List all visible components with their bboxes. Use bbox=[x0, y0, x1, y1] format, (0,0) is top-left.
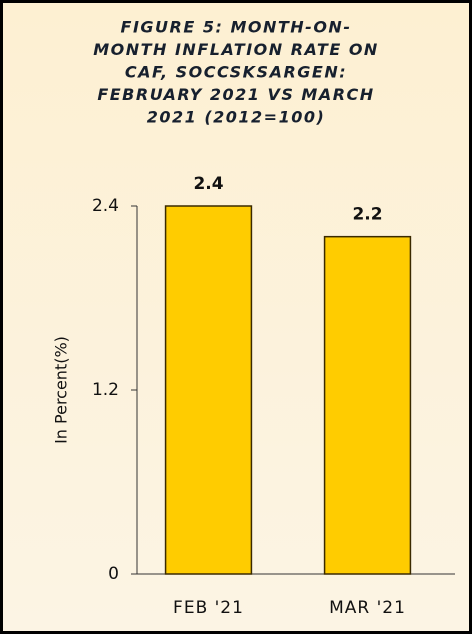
bar bbox=[164, 205, 253, 575]
bar bbox=[323, 235, 412, 575]
y-axis-label: In Percent(%) bbox=[52, 336, 71, 444]
chart-title: MONTH INFLATION RATE ON bbox=[93, 40, 379, 59]
x-tick-label: MAR '21 bbox=[329, 598, 406, 618]
y-tick-label: 0 bbox=[108, 564, 119, 584]
x-tick-label: FEB '21 bbox=[173, 598, 244, 618]
value-label: 2.2 bbox=[352, 205, 382, 225]
chart-title: CAF, SOCCSKSARGEN: bbox=[125, 63, 347, 82]
chart-title: FEBRUARY 2021 VS MARCH bbox=[97, 85, 374, 104]
value-label: 2.4 bbox=[193, 174, 223, 194]
y-tick-label: 1.2 bbox=[92, 380, 119, 400]
chart-title: FIGURE 5: MONTH-ON- bbox=[121, 18, 352, 37]
chart-title: 2021 (2012=100) bbox=[147, 108, 326, 127]
y-tick-label: 2.4 bbox=[92, 196, 119, 216]
